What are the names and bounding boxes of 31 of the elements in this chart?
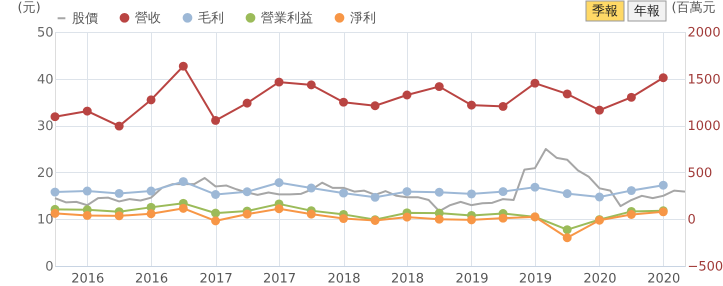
text: 季報 bbox=[592, 4, 618, 19]
legend-label: 淨利 bbox=[350, 10, 376, 26]
y-tick-label: 50 bbox=[36, 26, 54, 40]
y2-tick-label: 1500 bbox=[688, 72, 721, 88]
x-tick-label: 2018 bbox=[390, 272, 424, 286]
x-tick-label: 2020 bbox=[583, 272, 617, 286]
x-tick-label: 2019 bbox=[518, 272, 552, 286]
x-tick-label: 2017 bbox=[200, 272, 233, 286]
y2-tick-label: 2000 bbox=[688, 26, 721, 40]
legend-label: 股價 bbox=[72, 11, 98, 26]
y-tick-label: 20 bbox=[36, 166, 54, 181]
y-tick-label: 30 bbox=[36, 119, 54, 134]
y-tick-label: 10 bbox=[36, 212, 54, 228]
y-tick-label: 0 bbox=[45, 260, 54, 274]
y2-axis-title: (百萬元 bbox=[672, 0, 716, 16]
text: 年報 bbox=[634, 4, 660, 19]
x-tick-label: 2019 bbox=[455, 272, 489, 286]
y-tick-label: 40 bbox=[36, 72, 54, 88]
x-tick-label: 2017 bbox=[262, 272, 296, 286]
y2-tick-label: 500 bbox=[688, 166, 712, 181]
x-tick-label: 2016 bbox=[71, 272, 104, 286]
y2-tick-label: 0 bbox=[688, 212, 696, 228]
x-tick-label: 2016 bbox=[135, 272, 168, 286]
legend-label: 營收 bbox=[135, 10, 161, 26]
y2-tick-label: 1000 bbox=[688, 119, 721, 134]
legend-label: 毛利 bbox=[198, 10, 224, 26]
x-tick-label: 2020 bbox=[647, 272, 680, 286]
y-axis-title: (元) bbox=[18, 0, 41, 16]
legend-label: 營業利益 bbox=[261, 10, 313, 26]
x-tick-label: 2018 bbox=[327, 272, 361, 286]
y2-tick-label: −500 bbox=[688, 260, 723, 274]
